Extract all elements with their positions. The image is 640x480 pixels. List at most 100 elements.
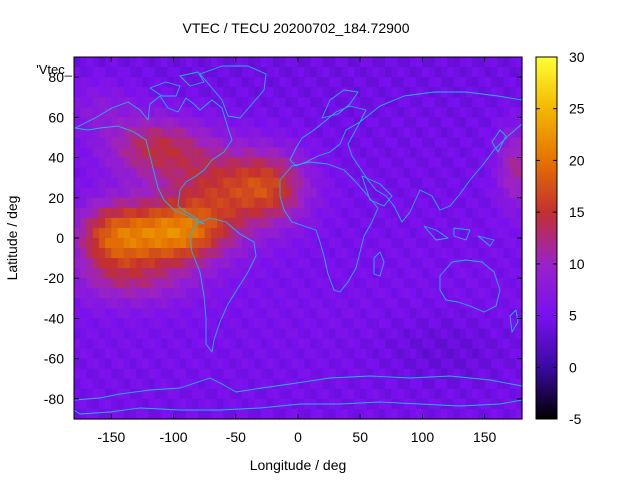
heat-cell xyxy=(447,217,455,229)
heat-cell xyxy=(223,348,231,360)
heat-cell xyxy=(298,348,305,360)
heat-cell xyxy=(266,87,274,98)
heat-cell xyxy=(223,368,231,380)
heat-cell xyxy=(273,77,280,88)
heat-cell xyxy=(366,57,374,68)
heat-cell xyxy=(179,288,187,299)
heat-cell xyxy=(428,388,436,400)
heat-cell xyxy=(472,147,480,159)
heat-cell xyxy=(322,318,330,330)
heat-cell xyxy=(416,147,424,159)
heat-cell xyxy=(410,177,417,189)
heat-cell xyxy=(478,288,486,299)
heat-cell xyxy=(503,187,511,199)
heat-cell xyxy=(441,67,448,78)
heat-cell xyxy=(428,258,436,269)
heat-cell xyxy=(441,137,448,149)
heat-cell xyxy=(503,137,511,149)
heat-cell xyxy=(80,157,88,169)
heat-cell xyxy=(428,77,436,88)
heat-cell xyxy=(92,137,100,149)
heat-cell xyxy=(279,187,287,199)
heat-cell xyxy=(117,57,125,68)
heat-cell xyxy=(453,298,461,309)
heat-cell xyxy=(490,358,498,370)
heat-cell xyxy=(192,197,200,209)
heat-cell xyxy=(86,57,94,68)
heat-cell xyxy=(235,177,243,189)
heat-cell xyxy=(74,348,81,360)
heat-cell xyxy=(428,187,436,199)
heat-cell xyxy=(204,398,212,410)
heat-cell xyxy=(279,408,287,420)
heat-cell xyxy=(478,77,486,88)
heat-cell xyxy=(273,97,280,108)
heat-cell xyxy=(248,147,256,159)
heat-cell xyxy=(378,278,386,289)
heat-cell xyxy=(198,147,206,159)
heat-cell xyxy=(229,207,237,219)
heat-cell xyxy=(204,238,212,249)
heat-cell xyxy=(235,348,243,360)
heat-cell xyxy=(98,268,106,279)
y-axis-label: Latitude / deg xyxy=(4,196,20,281)
heat-cell xyxy=(192,278,200,289)
heat-cell xyxy=(515,127,523,139)
heat-cell xyxy=(291,308,299,320)
heat-cell xyxy=(186,328,193,340)
colorbar-tick-label: 20 xyxy=(569,152,585,168)
heat-cell xyxy=(447,127,455,139)
heat-cell xyxy=(198,298,206,309)
heat-cell xyxy=(111,207,119,219)
heat-cell xyxy=(111,338,119,350)
heat-cell xyxy=(447,87,455,98)
heat-cell xyxy=(341,57,349,68)
heat-cell xyxy=(484,248,492,259)
heat-cell xyxy=(341,358,349,370)
heat-cell xyxy=(86,308,94,320)
heat-cell xyxy=(142,348,150,360)
heat-cell xyxy=(111,368,119,380)
heat-cell xyxy=(403,87,411,98)
heat-cell xyxy=(130,107,137,118)
heat-cell xyxy=(372,258,380,269)
heat-cell xyxy=(441,298,448,309)
heat-cell xyxy=(117,167,125,179)
heat-cell xyxy=(397,288,405,299)
heat-cell xyxy=(316,268,324,279)
heat-cell xyxy=(416,348,424,360)
heat-cell xyxy=(192,378,200,390)
heat-cell xyxy=(142,298,150,309)
heat-cell xyxy=(186,278,193,289)
heat-cell xyxy=(403,368,411,380)
heat-cell xyxy=(186,157,193,169)
heat-cell xyxy=(198,338,206,350)
heat-cell xyxy=(385,248,392,259)
heat-cell xyxy=(254,238,262,249)
heat-cell xyxy=(354,147,361,159)
heat-cell xyxy=(335,157,343,169)
heat-cell xyxy=(403,187,411,199)
heat-cell xyxy=(142,378,150,390)
heat-cell xyxy=(74,408,81,420)
heat-cell xyxy=(503,268,511,279)
heat-cell xyxy=(260,147,268,159)
heat-cell xyxy=(98,398,106,410)
heat-cell xyxy=(291,57,299,68)
heat-cell xyxy=(515,388,523,400)
heat-cell xyxy=(260,368,268,380)
heat-cell xyxy=(204,147,212,159)
heat-cell xyxy=(447,187,455,199)
heat-cell xyxy=(260,207,268,219)
heat-cell xyxy=(441,288,448,299)
heat-cell xyxy=(80,187,88,199)
heat-cell xyxy=(167,87,175,98)
heat-cell xyxy=(285,207,293,219)
heat-cell xyxy=(472,368,480,380)
heat-cell xyxy=(80,318,88,330)
heat-cell xyxy=(74,197,81,209)
heat-cell xyxy=(316,258,324,269)
heat-cell xyxy=(279,248,287,259)
heat-cell xyxy=(192,167,200,179)
heat-cell xyxy=(92,107,100,118)
